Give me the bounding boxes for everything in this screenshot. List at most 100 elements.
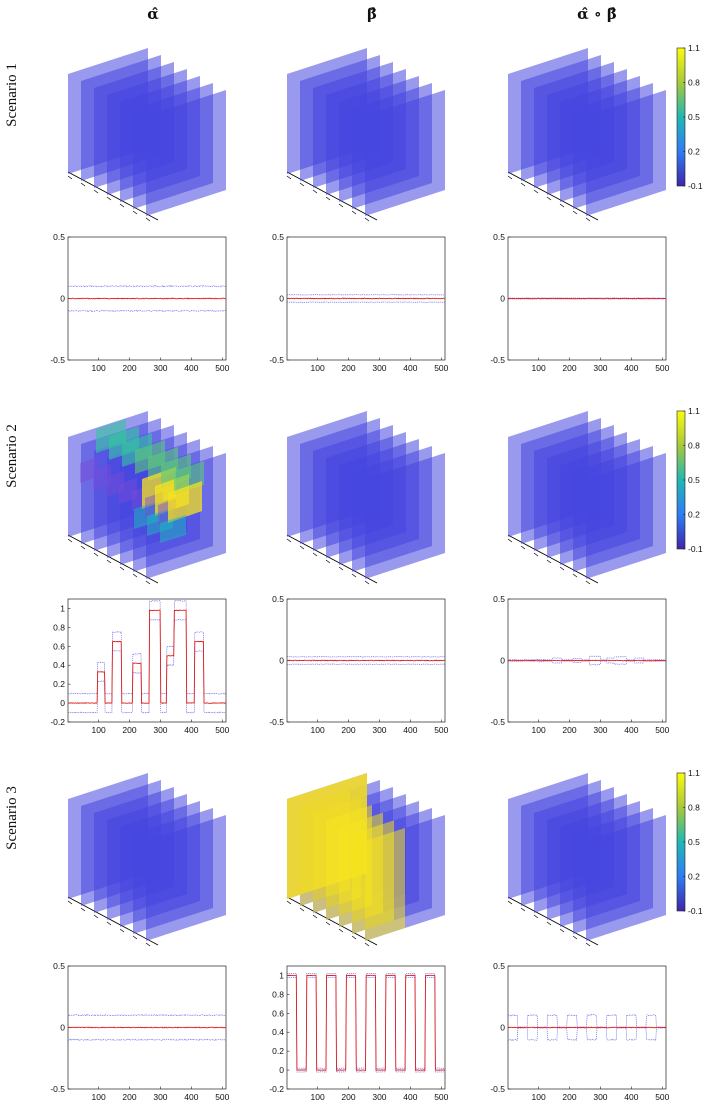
band-lower-line (67, 618, 226, 714)
y-tick-label: 0.6 (53, 641, 65, 651)
x-tick-label: 300 (372, 725, 386, 735)
x-tick-label: 300 (593, 363, 607, 373)
estimate-line (286, 297, 445, 300)
volume-tick (533, 552, 539, 557)
volume-tick (546, 196, 552, 201)
y-tick-label: 0 (279, 656, 284, 666)
x-tick-label: 100 (532, 363, 546, 373)
x-tick-label: 300 (153, 1092, 167, 1102)
volume-tick (93, 552, 99, 557)
volume-tick (559, 203, 565, 208)
volume-tick (520, 545, 526, 550)
estimate-line (287, 974, 445, 1072)
volume-block (106, 471, 124, 497)
estimate-line (67, 1026, 226, 1029)
volume-tick (585, 942, 591, 947)
volume-tick (106, 196, 112, 201)
volume-tick (520, 907, 526, 912)
volume-tick (286, 900, 292, 905)
volume-block-high (168, 481, 202, 523)
y-tick-label: -0.5 (50, 355, 65, 365)
colorbar-tick-label: 0.2 (688, 872, 700, 882)
volume-tick (299, 182, 305, 187)
x-tick-label: 200 (341, 725, 355, 735)
volume-slice (365, 453, 445, 579)
volume-tick (299, 545, 305, 550)
y-tick-label: 0.4 (53, 660, 65, 670)
colorbar-tick-label: -0.1 (688, 181, 703, 191)
band-upper-line (507, 1014, 666, 1028)
colorbar-row-1: 1.1 0.8 0.5 0.2 -0.1 (676, 43, 703, 191)
x-tick-label: 500 (655, 725, 669, 735)
volume-tick (364, 217, 370, 222)
band-lower-line (286, 301, 445, 303)
column-title-alpha: α̂ (147, 5, 159, 23)
band-upper-line (507, 655, 666, 661)
colorbar-tick-label: 0.5 (688, 475, 700, 485)
x-tick-label: 300 (153, 725, 167, 735)
volume-block (80, 457, 98, 483)
y-tick-label: 0 (279, 1065, 284, 1075)
y-tick-label: 0.8 (272, 989, 284, 999)
y-tick-label: 0.5 (53, 232, 65, 242)
volume-tick (585, 217, 591, 222)
volume-tick (132, 935, 138, 940)
y-tick-label: 0.5 (493, 594, 505, 604)
estimate-line (507, 659, 666, 662)
volume-tick (559, 566, 565, 571)
volume-r1c1 (67, 48, 226, 222)
colorbars: 1.1 0.8 0.5 0.2 -0.1 1.1 0.8 0.5 0.2 -0.1 1.1 0.8 0.… (676, 43, 703, 916)
x-tick-label: 300 (593, 725, 607, 735)
band-upper-line (67, 1014, 226, 1017)
volume-tick (364, 580, 370, 585)
colorbar-tick-label: -0.1 (688, 544, 703, 554)
plot-r2c2: 0.5 0 -0.5 100 200 300 400 500 (269, 594, 448, 735)
y-tick-label: 1 (60, 603, 65, 613)
x-tick-label: 200 (122, 1092, 136, 1102)
volume-tick (338, 928, 344, 933)
volume-r3c1 (67, 773, 226, 947)
y-tick-label: 0 (60, 698, 65, 708)
x-tick-label: 200 (341, 363, 355, 373)
y-tick-label: 0.2 (53, 679, 65, 689)
volume-tick (572, 573, 578, 578)
column-title-product: α̂ ∘ β̂ (577, 5, 617, 23)
volume-tick (286, 538, 292, 543)
x-tick-label: 100 (92, 1092, 106, 1102)
volume-r2c2 (286, 411, 445, 585)
volume-tick (67, 175, 73, 180)
y-tick-label: -0.5 (490, 1084, 505, 1094)
volume-tick (132, 573, 138, 578)
volume-tick (286, 175, 292, 180)
x-tick-label: 200 (562, 363, 576, 373)
x-tick-label: 200 (122, 725, 136, 735)
volume-tick (520, 182, 526, 187)
volume-tick (572, 210, 578, 215)
estimate-line (507, 297, 666, 300)
volume-tick (546, 559, 552, 564)
y-tick-label: 0 (500, 656, 505, 666)
x-tick-label: 400 (184, 725, 198, 735)
y-tick-label: 0 (500, 294, 505, 304)
colorbar-tick-label: 0.2 (688, 147, 700, 157)
y-tick-label: 0.6 (272, 1008, 284, 1018)
y-tick-label: -0.2 (50, 717, 65, 727)
volume-tick (533, 914, 539, 919)
y-tick-label: -0.5 (269, 355, 284, 365)
volume-tick (312, 552, 318, 557)
y-tick-label: -0.5 (269, 717, 284, 727)
volume-tick (80, 907, 86, 912)
band-lower-line (67, 309, 226, 312)
y-tick-label: 0 (60, 1023, 65, 1033)
volume-tick (312, 914, 318, 919)
volume-tick (67, 900, 73, 905)
volume-tick (533, 189, 539, 194)
y-tick-label: 0.5 (272, 594, 284, 604)
volume-tick (325, 921, 331, 926)
volume-block (119, 478, 137, 504)
y-tick-label: 1 (279, 970, 284, 980)
y-tick-label: -0.5 (490, 717, 505, 727)
y-tick-label: -0.2 (269, 1084, 284, 1094)
